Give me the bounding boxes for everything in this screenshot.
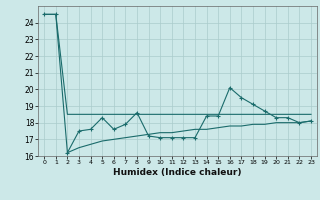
X-axis label: Humidex (Indice chaleur): Humidex (Indice chaleur) — [113, 168, 242, 177]
